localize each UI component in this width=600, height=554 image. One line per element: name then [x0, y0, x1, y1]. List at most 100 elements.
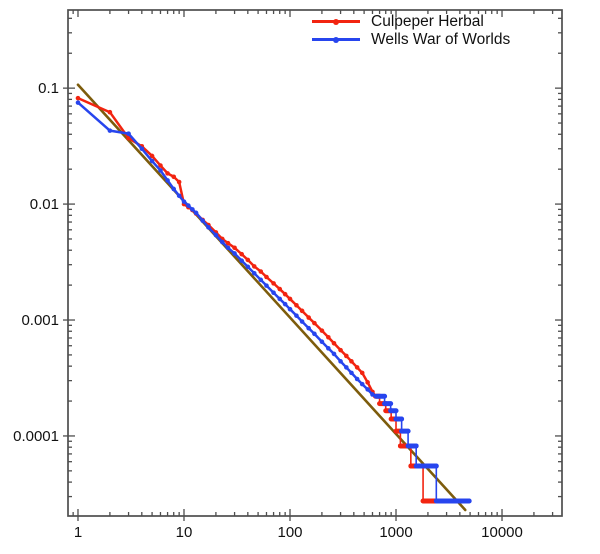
series-wells-war-of-worlds-marker [393, 416, 399, 422]
series-wells-war-of-worlds-marker [245, 264, 251, 270]
series-wells-war-of-worlds-marker [75, 100, 81, 105]
series-wells-war-of-worlds-marker [258, 277, 264, 283]
series-wells-war-of-worlds-marker [306, 325, 311, 331]
series-wells-war-of-worlds-marker [393, 408, 399, 414]
series-wells-war-of-worlds-marker [190, 207, 195, 212]
series-culpeper-herbal-marker [359, 370, 365, 376]
legend-item-wells-war-of-worlds: Wells War of Worlds [312, 31, 510, 48]
series-wells-war-of-worlds-marker [186, 203, 191, 208]
x-axis-tick-label: 10000 [481, 524, 523, 541]
series-wells-war-of-worlds-marker [399, 416, 404, 422]
series-wells-war-of-worlds-marker [271, 290, 276, 296]
series-wells-war-of-worlds-marker [388, 401, 393, 406]
series-wells-war-of-worlds-marker [107, 128, 113, 133]
series-wells-war-of-worlds-marker [312, 331, 317, 337]
series-wells-war-of-worlds-marker [344, 365, 349, 370]
legend-label-wells-war-of-worlds: Wells War of Worlds [371, 31, 511, 48]
series-wells-war-of-worlds-marker [399, 428, 404, 434]
x-axis-tick-label: 1 [74, 524, 82, 541]
legend-dot-red [333, 18, 339, 25]
series-culpeper-herbal-segment [76, 96, 112, 114]
series-wells-war-of-worlds-marker [282, 301, 288, 307]
series-wells-war-of-worlds-marker [165, 178, 170, 183]
series-wells-war-of-worlds-marker [370, 392, 375, 397]
series-wells-war-of-worlds-marker [365, 387, 370, 392]
series-culpeper-herbal-marker [271, 281, 276, 286]
series-culpeper-herbal-marker [171, 174, 177, 180]
x-axis-tick-label: 1000 [379, 524, 412, 541]
y-axis-tick-label: 0.001 [21, 312, 59, 329]
y-axis-tick-label: 0.0001 [13, 428, 59, 445]
x-axis-tick-label: 10 [176, 524, 193, 541]
x-axis-tick-label: 100 [277, 524, 302, 541]
series-culpeper-herbal-marker [312, 320, 317, 326]
series-culpeper-herbal-marker [319, 328, 325, 333]
series-wells-war-of-worlds-marker [200, 218, 205, 223]
series-wells-war-of-worlds-marker [264, 283, 269, 288]
series-culpeper-herbal-marker [287, 296, 293, 302]
series-culpeper-herbal-marker [282, 291, 288, 297]
series-culpeper-herbal-marker [258, 269, 264, 274]
series-culpeper-herbal-marker [294, 302, 299, 308]
series-wells-war-of-worlds-marker [294, 313, 299, 318]
series-wells-war-of-worlds-segment [127, 132, 144, 151]
series-culpeper-herbal-marker [326, 334, 331, 340]
series-wells-war-of-worlds-marker [405, 443, 411, 449]
series-wells-war-of-worlds-marker [331, 351, 337, 357]
series-wells-war-of-worlds-marker [158, 168, 163, 173]
series-wells-war-of-worlds-marker [149, 158, 155, 164]
series-culpeper-herbal-marker [149, 153, 155, 159]
series-wells-war-of-worlds-marker [206, 225, 211, 230]
series-culpeper-herbal-marker [383, 408, 389, 414]
series-wells-war-of-worlds-marker [176, 193, 182, 199]
legend-dot-blue [333, 36, 339, 43]
series-wells-war-of-worlds-marker [126, 131, 131, 136]
series-wells-war-of-worlds-marker [413, 463, 419, 469]
series-culpeper-herbal-marker [245, 257, 251, 263]
series-culpeper-herbal-marker [239, 251, 244, 257]
series-culpeper-herbal-marker [420, 498, 426, 504]
legend-line-swatch-red [312, 18, 360, 25]
series-wells-war-of-worlds-marker [232, 251, 237, 256]
series-culpeper-herbal-marker [354, 365, 360, 370]
series-culpeper-herbal-marker [75, 95, 81, 101]
series-culpeper-herbal-marker [338, 347, 343, 353]
series-wells-war-of-worlds-marker [382, 393, 387, 399]
chart-legend: Culpeper Herbal Wells War of Worlds [312, 13, 510, 48]
series-wells-war-of-worlds-marker [349, 370, 354, 376]
plot-frame [67, 9, 563, 517]
series-wells-war-of-worlds-marker [373, 393, 379, 399]
series-wells-war-of-worlds-marker [466, 498, 472, 504]
series-culpeper-herbal-marker [306, 315, 311, 320]
series-wells-war-of-worlds-marker [225, 245, 231, 251]
series-culpeper-herbal-marker [277, 286, 283, 292]
legend-label-culpeper-herbal: Culpeper Herbal [371, 13, 484, 30]
series-culpeper-herbal-marker [344, 353, 349, 359]
series-culpeper-herbal-marker [349, 359, 354, 364]
series-wells-war-of-worlds-segment [76, 101, 112, 132]
series-wells-war-of-worlds-segment [140, 147, 154, 163]
series-culpeper-herbal-marker [165, 171, 170, 176]
series-wells-war-of-worlds-marker [359, 381, 365, 387]
legend-line-swatch-blue [312, 36, 360, 43]
series-wells-war-of-worlds-marker [319, 339, 325, 345]
series-wells-war-of-worlds-marker [413, 443, 419, 449]
series-wells-war-of-worlds-marker [251, 270, 257, 276]
series-wells-war-of-worlds-marker [388, 408, 393, 414]
series-culpeper-herbal-marker [377, 401, 382, 406]
series-wells-war-of-worlds-marker [193, 210, 199, 216]
y-axis-tick-label: 0.01 [30, 196, 59, 213]
series-wells-war-of-worlds-marker [434, 498, 439, 504]
series-wells-war-of-worlds-marker [287, 306, 293, 312]
series-wells-war-of-worlds-marker [181, 199, 187, 204]
series-culpeper-herbal-marker [365, 380, 370, 385]
series-wells-war-of-worlds-marker [213, 232, 219, 238]
series-wells-war-of-worlds-marker [326, 346, 331, 351]
series-culpeper-herbal-marker [264, 274, 269, 280]
series-culpeper-herbal-marker [225, 240, 231, 246]
series-culpeper-herbal-marker [331, 340, 337, 346]
series-culpeper-herbal-marker [107, 109, 113, 115]
series-culpeper-herbal-marker [398, 443, 403, 449]
